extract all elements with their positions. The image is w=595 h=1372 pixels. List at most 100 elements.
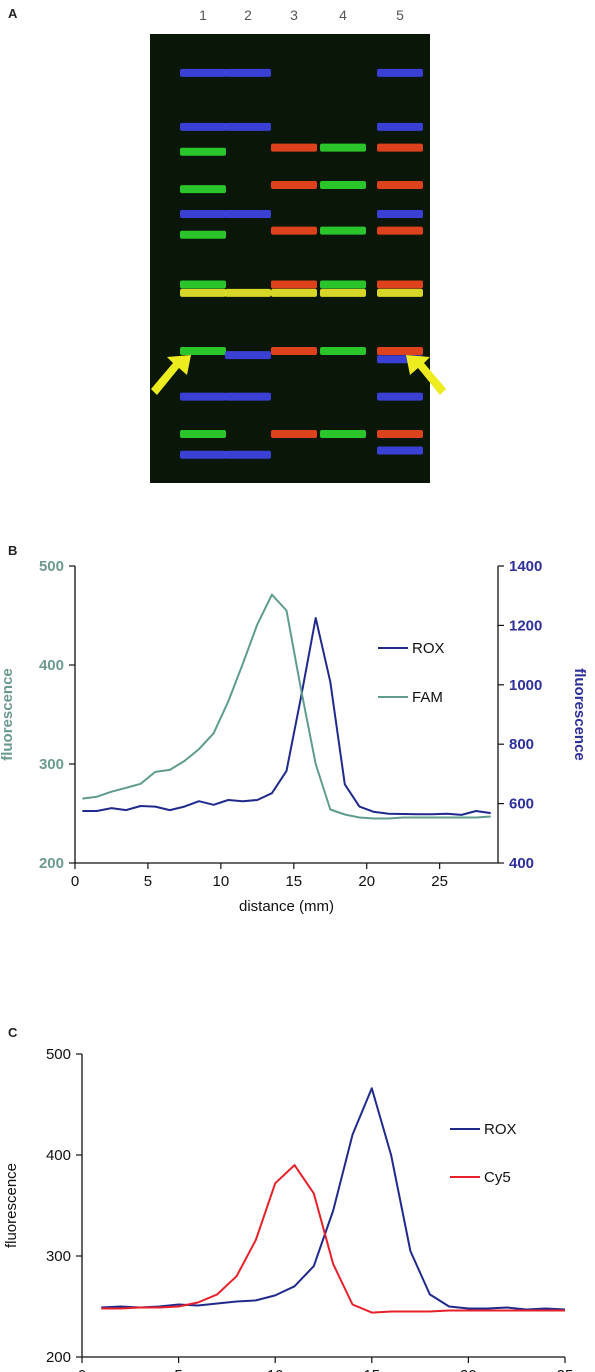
gel-arrow-left bbox=[151, 354, 191, 395]
chart-c-x-tick-label-20: 20 bbox=[460, 1367, 477, 1372]
chart-b-y-tick-label-left-500: 500 bbox=[39, 558, 64, 575]
gel-band-lane5-yellow-40 bbox=[377, 288, 423, 297]
chart-b-series-line-rox bbox=[82, 617, 491, 816]
gel-band-lane5-blue-37 bbox=[377, 210, 423, 218]
lane-label-5: 5 bbox=[396, 7, 404, 23]
gel-band-lane1-green-8 bbox=[180, 346, 226, 355]
gel-band-lane5-red-41 bbox=[377, 346, 423, 355]
chart-b-x-tick-label-5: 5 bbox=[144, 873, 152, 890]
gel-bands bbox=[180, 68, 423, 459]
chart-c-x-tick-label-10: 10 bbox=[267, 1367, 284, 1372]
gel-band-lane4-green-26 bbox=[320, 143, 366, 152]
chart-b-x-tick-label-15: 15 bbox=[285, 873, 302, 890]
gel-band-lane2-blue-12 bbox=[225, 68, 271, 77]
gel-band-lane1-green-6 bbox=[180, 280, 226, 289]
chart-c-y-tick-label-left-400: 400 bbox=[46, 1147, 71, 1164]
chart-b-y-tick-label-left-200: 200 bbox=[39, 855, 64, 872]
chart-b-y-tick-label-right-1400: 1400 bbox=[509, 558, 542, 575]
gel-band-lane2-blue-17 bbox=[225, 392, 271, 401]
panel-label-b: B bbox=[8, 543, 17, 558]
gel-band-lane2-blue-16 bbox=[225, 351, 271, 360]
gel-band-lane5-blue-33 bbox=[377, 68, 423, 77]
chart-c-legend-label-cy5: Cy5 bbox=[484, 1169, 511, 1186]
chart-c-y-tick-label-left-200: 200 bbox=[46, 1349, 71, 1366]
gel-band-lane5-red-38 bbox=[377, 226, 423, 235]
chart-c-x-tick-label-25: 25 bbox=[557, 1367, 574, 1372]
chart-c-legend-label-rox: ROX bbox=[484, 1121, 517, 1138]
gel-lane-numbers: 1 2 3 4 5 bbox=[199, 7, 404, 23]
gel-band-lane5-red-35 bbox=[377, 143, 423, 152]
chart-b: 0 5 10 15 20 25 distance (mm) 200 300 400 500 fluor… bbox=[0, 558, 588, 915]
gel-band-lane1-blue-4 bbox=[180, 210, 226, 218]
gel-band-lane1-green-3 bbox=[180, 185, 226, 194]
gel-band-lane5-blue-45 bbox=[377, 446, 423, 455]
gel-band-lane5-red-39 bbox=[377, 280, 423, 289]
gel-band-lane2-yellow-15 bbox=[225, 288, 271, 297]
panel-label-c: C bbox=[8, 1025, 18, 1040]
chart-b-y-tick-label-right-400: 400 bbox=[509, 855, 534, 872]
chart-b-x-tick-label-0: 0 bbox=[71, 873, 79, 890]
chart-b-y-tick-label-right-1000: 1000 bbox=[509, 677, 542, 694]
chart-b-legend-label-fam: FAM bbox=[412, 689, 443, 706]
gel-band-lane4-green-31 bbox=[320, 346, 366, 355]
chart-b-y-tick-label-left-300: 300 bbox=[39, 756, 64, 773]
lane-label-2: 2 bbox=[244, 7, 252, 23]
gel-band-lane4-yellow-30 bbox=[320, 288, 366, 297]
lane-label-1: 1 bbox=[199, 7, 207, 23]
gel-band-lane1-green-10 bbox=[180, 429, 226, 438]
gel-band-lane5-red-36 bbox=[377, 180, 423, 189]
gel-band-lane2-blue-13 bbox=[225, 122, 271, 131]
chart-c-x-tick-label-5: 5 bbox=[174, 1367, 182, 1372]
gel-band-lane1-blue-11 bbox=[180, 450, 226, 459]
gel-band-lane4-green-27 bbox=[320, 180, 366, 189]
gel-band-lane3-red-20 bbox=[271, 180, 317, 189]
gel-arrows bbox=[151, 354, 446, 395]
gel-band-lane1-blue-1 bbox=[180, 122, 226, 131]
gel-band-lane1-green-2 bbox=[180, 147, 226, 156]
chart-c-y-axis-title-left: fluorescence bbox=[3, 1163, 20, 1248]
chart-c-x-tick-label-15: 15 bbox=[363, 1367, 380, 1372]
gel-band-lane2-blue-14 bbox=[225, 210, 271, 218]
gel-band-lane2-blue-18 bbox=[225, 450, 271, 459]
chart-b-x-tick-label-20: 20 bbox=[358, 873, 375, 890]
gel-band-lane3-red-22 bbox=[271, 280, 317, 289]
chart-c-series-line-rox bbox=[101, 1087, 566, 1311]
gel-band-lane3-red-25 bbox=[271, 429, 317, 438]
lane-label-4: 4 bbox=[339, 7, 347, 23]
gel-band-lane3-red-21 bbox=[271, 226, 317, 235]
chart-b-x-tick-label-10: 10 bbox=[213, 873, 230, 890]
chart-b-y-tick-label-right-600: 600 bbox=[509, 796, 534, 813]
gel-band-lane1-blue-0 bbox=[180, 68, 226, 77]
chart-c-series-line-cy5 bbox=[101, 1164, 565, 1314]
gel-band-lane1-blue-9 bbox=[180, 392, 226, 401]
chart-b-series-line-fam bbox=[82, 593, 491, 820]
chart-b-y-tick-label-right-1200: 1200 bbox=[509, 617, 542, 634]
chart-c-y-tick-label-left-300: 300 bbox=[46, 1248, 71, 1265]
gel-band-lane5-blue-34 bbox=[377, 122, 423, 131]
chart-b-legend-label-rox: ROX bbox=[412, 640, 445, 657]
gel-band-lane3-red-19 bbox=[271, 143, 317, 152]
gel-arrow-right bbox=[406, 354, 446, 395]
lane-label-3: 3 bbox=[290, 7, 298, 23]
gel-band-lane3-yellow-23 bbox=[271, 288, 317, 297]
gel-band-lane4-green-28 bbox=[320, 226, 366, 235]
gel-image-background bbox=[150, 34, 430, 483]
chart-b-x-tick-label-25: 25 bbox=[431, 873, 448, 890]
gel-band-lane4-green-32 bbox=[320, 429, 366, 438]
gel-band-lane5-red-44 bbox=[377, 429, 423, 438]
gel-band-lane3-red-24 bbox=[271, 346, 317, 355]
chart-c-x-tick-label-0: 0 bbox=[78, 1367, 86, 1372]
gel-band-lane1-green-5 bbox=[180, 230, 226, 239]
panel-label-a: A bbox=[8, 6, 18, 21]
chart-b-x-axis-title: distance (mm) bbox=[239, 898, 334, 915]
chart-b-y-tick-label-left-400: 400 bbox=[39, 657, 64, 674]
gel-band-lane4-green-29 bbox=[320, 280, 366, 289]
gel-band-lane5-blue-43 bbox=[377, 392, 423, 401]
chart-c-y-tick-label-left-500: 500 bbox=[46, 1046, 71, 1063]
chart-b-y-axis-title-left: fluorescence bbox=[0, 668, 16, 761]
chart-b-y-tick-label-right-800: 800 bbox=[509, 736, 534, 753]
chart-b-y-axis-title-right: fluorescence bbox=[571, 668, 588, 761]
gel-band-lane1-yellow-7 bbox=[180, 288, 226, 297]
